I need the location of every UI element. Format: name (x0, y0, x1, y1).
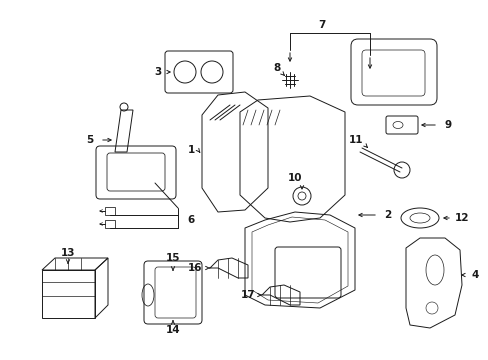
Text: 1: 1 (187, 145, 194, 155)
Text: 3: 3 (154, 67, 162, 77)
Text: 8: 8 (273, 63, 280, 73)
Text: 7: 7 (318, 20, 325, 30)
Text: 16: 16 (187, 263, 202, 273)
Text: 13: 13 (61, 248, 75, 258)
Text: 4: 4 (470, 270, 478, 280)
Text: 11: 11 (348, 135, 363, 145)
Text: 17: 17 (240, 290, 255, 300)
Text: 14: 14 (165, 325, 180, 335)
Text: 10: 10 (287, 173, 302, 183)
Text: 2: 2 (384, 210, 391, 220)
Text: 5: 5 (86, 135, 93, 145)
Text: 6: 6 (187, 215, 194, 225)
Text: 15: 15 (165, 253, 180, 263)
Text: 12: 12 (454, 213, 468, 223)
Text: 9: 9 (444, 120, 450, 130)
